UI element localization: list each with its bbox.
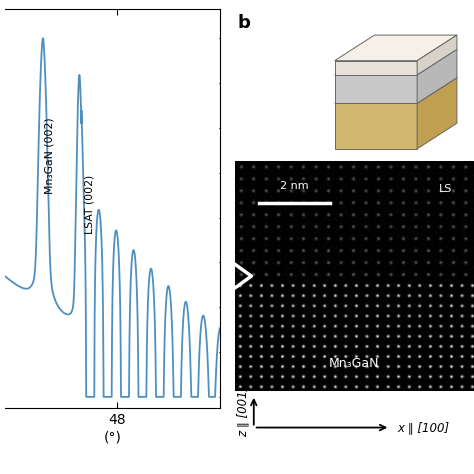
Text: z ∥ [001]: z ∥ [001] bbox=[236, 386, 249, 437]
Text: b: b bbox=[237, 14, 250, 32]
Polygon shape bbox=[417, 49, 457, 103]
X-axis label: (°): (°) bbox=[104, 431, 121, 445]
Text: LSAT (002): LSAT (002) bbox=[85, 174, 95, 234]
Polygon shape bbox=[335, 35, 457, 61]
Text: 2 nm: 2 nm bbox=[280, 181, 309, 191]
Polygon shape bbox=[335, 78, 457, 103]
Text: Mn₃GaN: Mn₃GaN bbox=[329, 357, 380, 370]
Text: LS: LS bbox=[438, 184, 452, 194]
Polygon shape bbox=[335, 103, 417, 149]
Polygon shape bbox=[417, 78, 457, 149]
Polygon shape bbox=[417, 35, 457, 75]
Text: Mn₃GaN (002): Mn₃GaN (002) bbox=[44, 117, 54, 194]
Polygon shape bbox=[335, 75, 417, 103]
Polygon shape bbox=[335, 49, 457, 75]
Text: x ∥ [100]: x ∥ [100] bbox=[397, 421, 449, 434]
Polygon shape bbox=[335, 61, 417, 75]
